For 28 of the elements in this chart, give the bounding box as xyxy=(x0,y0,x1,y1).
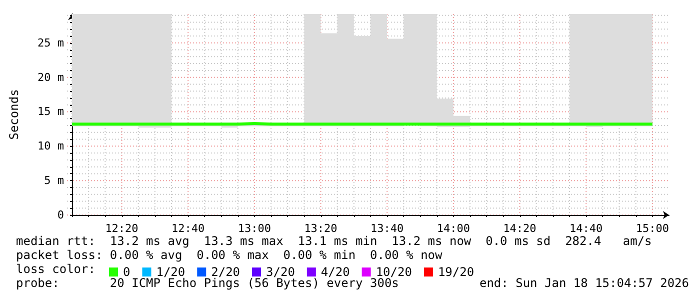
x-tick-label: 13:40 xyxy=(370,222,404,235)
x-tick-label: 13:00 xyxy=(238,222,271,235)
y-axis-title: Seconds xyxy=(7,89,21,140)
x-tick-label: 14:00 xyxy=(436,222,470,235)
legend-label: 3/20 xyxy=(266,265,295,279)
legend-title: loss color: xyxy=(16,262,96,276)
x-tick-label: 15:00 xyxy=(636,222,669,235)
legend-label: 4/20 xyxy=(320,265,350,279)
x-tick-label: 13:20 xyxy=(304,222,338,235)
text: median rtt: 13.2 ms avg 13.3 ms max 13.1 ms min 13.2 ms now 0.0 ms sd 282.4 am/s xyxy=(16,234,652,248)
x-tick-label: 14:20 xyxy=(503,222,536,235)
y-tick-label: 10 m xyxy=(38,140,64,153)
legend-label: 2/20 xyxy=(211,265,240,279)
legend-label: 10/20 xyxy=(376,265,412,279)
y-tick-label: 15 m xyxy=(38,105,64,118)
legend-label: 0 xyxy=(123,265,130,279)
legend-label: 19/20 xyxy=(438,265,474,279)
x-tick-label: 14:40 xyxy=(570,222,603,235)
legend-label: 1/20 xyxy=(156,265,186,279)
y-tick-label: 5 m xyxy=(44,174,64,188)
text: end: Sun Jan 18 15:04:57 2026 xyxy=(479,276,689,290)
text: probe: 20 ICMP Echo Pings (56 Bytes) every 300s xyxy=(16,276,399,290)
y-tick-label: 20 m xyxy=(38,70,64,84)
x-tick-label: 12:20 xyxy=(105,222,138,235)
text: packet loss: 0.00 % avg 0.00 % max 0.00 % min 0.00 % now xyxy=(16,248,442,262)
x-tick-label: 12:40 xyxy=(172,222,205,235)
y-tick-label: 0 xyxy=(57,208,64,222)
y-tick-label: 25 m xyxy=(38,36,64,50)
